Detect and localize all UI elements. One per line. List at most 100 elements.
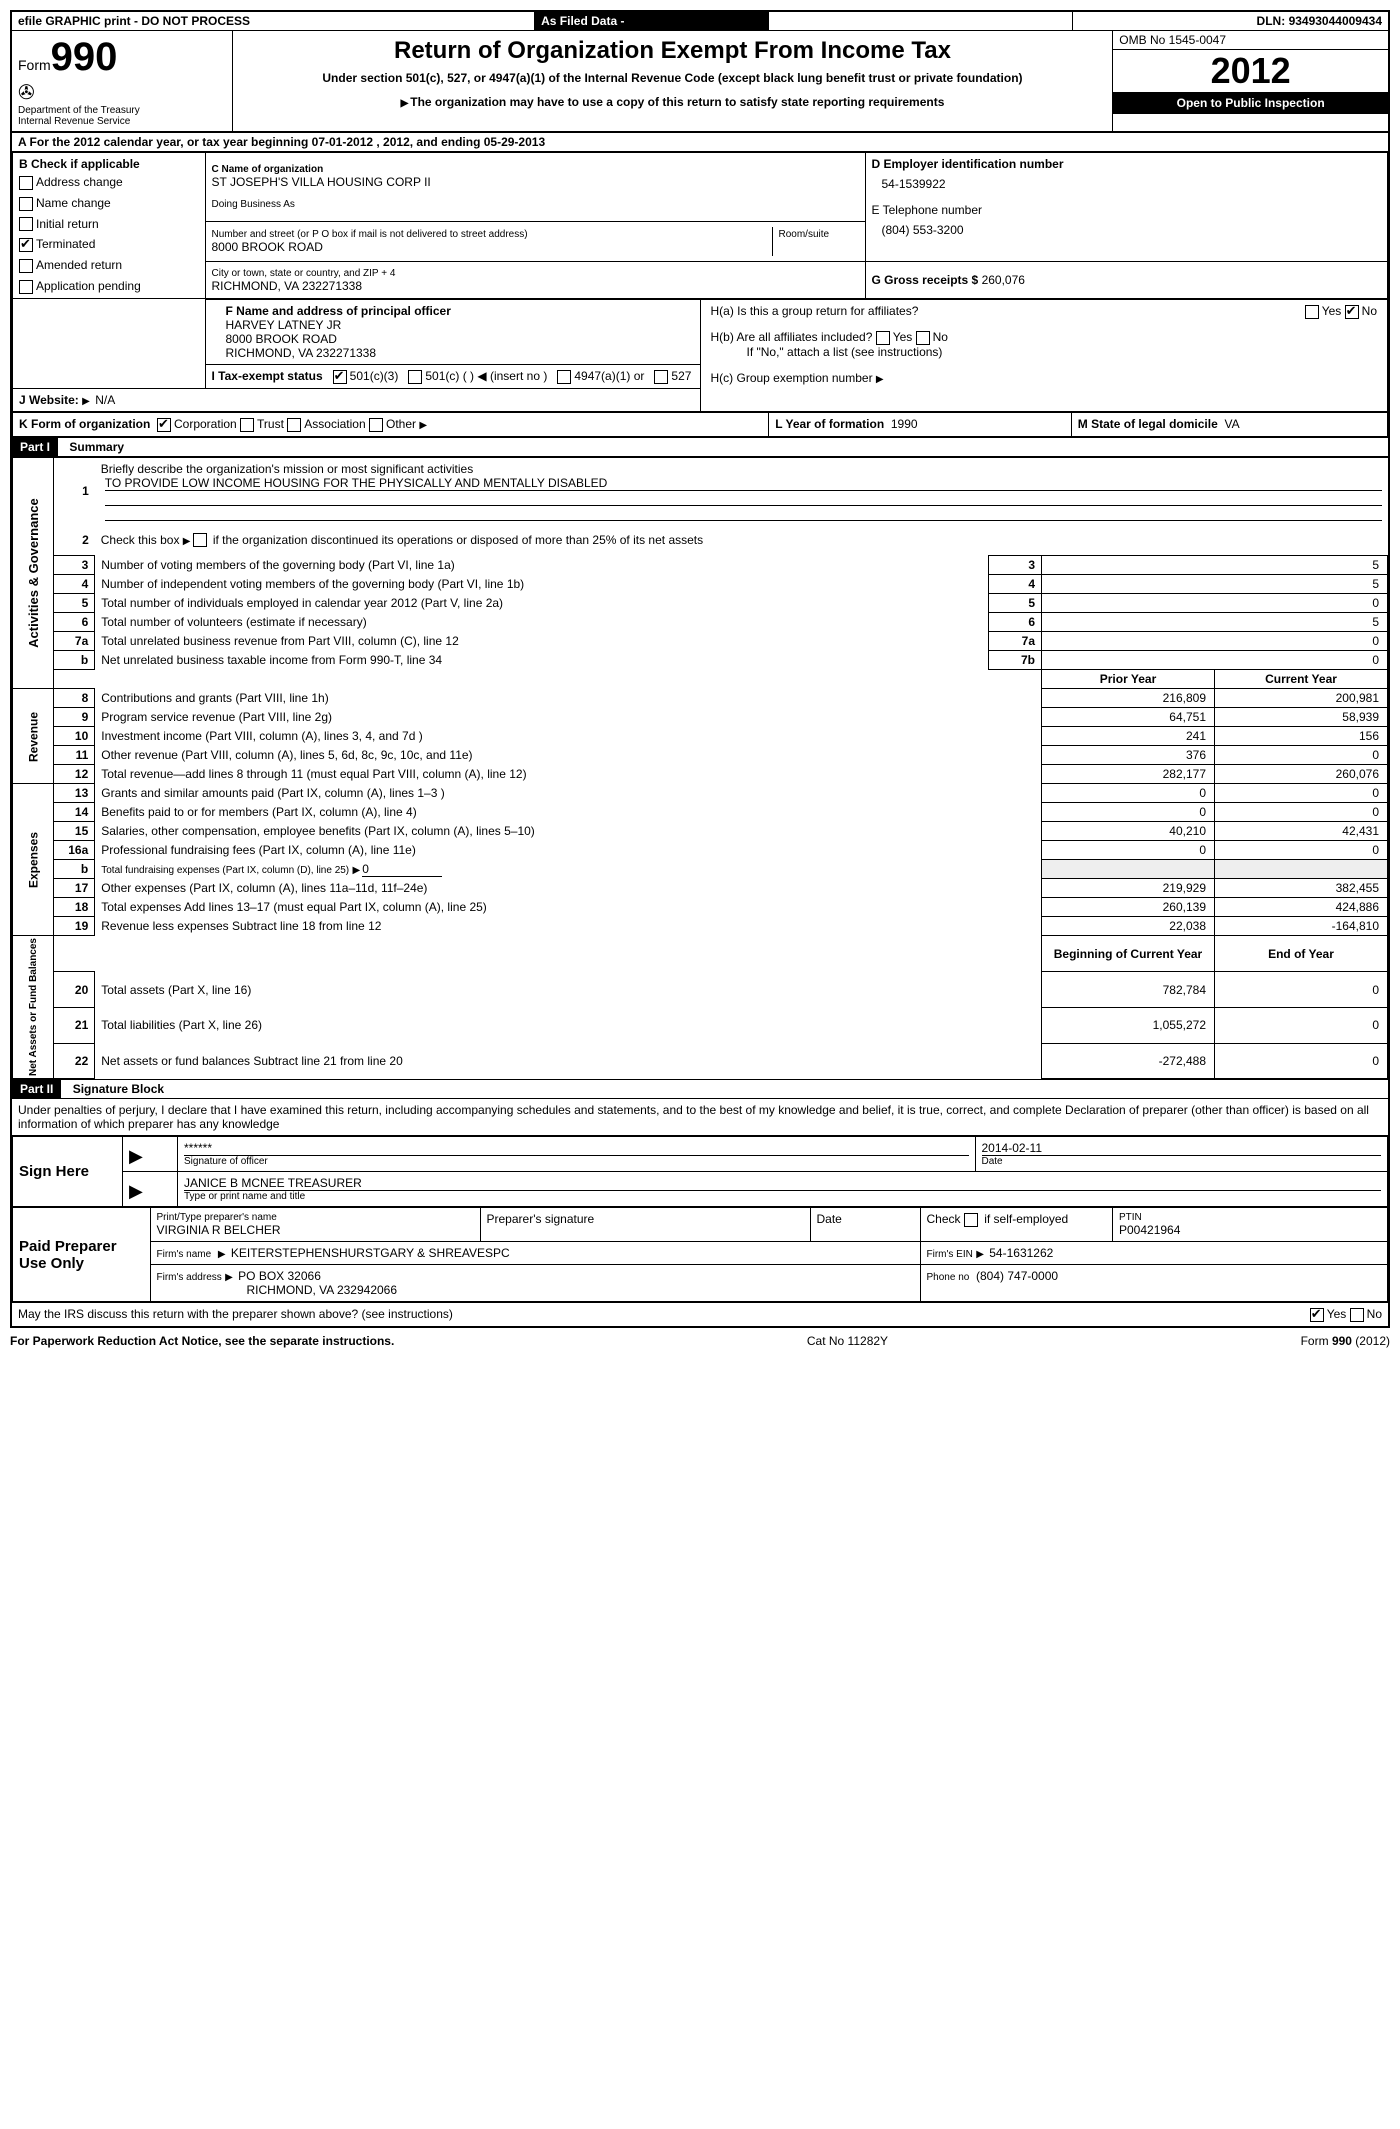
firm-addr-cell: Firm's address PO BOX 32066 RICHMOND, VA… bbox=[150, 1265, 920, 1302]
state-domicile: VA bbox=[1224, 417, 1239, 431]
ptin-cell: PTIN P00421964 bbox=[1113, 1208, 1388, 1242]
section-c-name: C Name of organization ST JOSEPH'S VILLA… bbox=[205, 153, 865, 222]
line5-label: Total number of individuals employed in … bbox=[95, 594, 989, 613]
sig-date-cell: 2014-02-11 Date bbox=[975, 1137, 1388, 1172]
subtitle-1: Under section 501(c), 527, or 4947(a)(1)… bbox=[239, 71, 1107, 85]
form-id-cell: Form990 ✇ Department of the Treasury Int… bbox=[12, 31, 232, 131]
line7a-val: 0 bbox=[1042, 632, 1388, 651]
dln-label: DLN: bbox=[1257, 14, 1286, 28]
chk-4947[interactable] bbox=[557, 370, 571, 384]
sig-officer-cell: ****** Signature of officer bbox=[178, 1137, 976, 1172]
chk-discontinued[interactable] bbox=[193, 533, 207, 547]
chk-discuss-no[interactable] bbox=[1350, 1308, 1364, 1322]
tax-year: 2012 bbox=[1113, 50, 1388, 92]
section-c-city: City or town, state or country, and ZIP … bbox=[205, 262, 865, 299]
dln-value: 93493044009434 bbox=[1289, 14, 1382, 28]
mission: TO PROVIDE LOW INCOME HOUSING FOR THE PH… bbox=[105, 476, 1382, 491]
line3-val: 5 bbox=[1042, 556, 1388, 575]
section-d-e: D Employer identification number 54-1539… bbox=[865, 153, 1388, 262]
vert-net: Net Assets or Fund Balances bbox=[13, 936, 54, 1079]
chk-hb-no[interactable] bbox=[916, 331, 930, 345]
footer-right: Form 990 (2012) bbox=[1301, 1334, 1390, 1348]
part2-hdr: Part II bbox=[12, 1080, 61, 1098]
line8-prior: 216,809 bbox=[1042, 689, 1215, 708]
officer-street: 8000 BROOK ROAD bbox=[226, 332, 694, 346]
chk-initial[interactable] bbox=[19, 217, 33, 231]
chk-ha-yes[interactable] bbox=[1305, 305, 1319, 319]
firm-addr: PO BOX 32066 bbox=[238, 1269, 321, 1283]
line5-val: 0 bbox=[1042, 594, 1388, 613]
form-number: 990 bbox=[51, 35, 118, 79]
line-a: A For the 2012 calendar year, or tax yea… bbox=[11, 132, 1389, 152]
chk-hb-yes[interactable] bbox=[876, 331, 890, 345]
firm-name-cell: Firm's name KEITERSTEPHENSHURSTGARY & SH… bbox=[150, 1242, 920, 1265]
part1-hdr: Part I bbox=[12, 438, 58, 456]
vert-ag: Activities & Governance bbox=[13, 457, 54, 689]
chk-corp[interactable] bbox=[157, 418, 171, 432]
chk-501c3[interactable] bbox=[333, 370, 347, 384]
section-f: F Name and address of principal officer … bbox=[205, 299, 700, 364]
officer-name-cell: JANICE B MCNEE TREASURER Type or print n… bbox=[178, 1172, 1388, 1207]
chk-527[interactable] bbox=[654, 370, 668, 384]
as-filed: As Filed Data - bbox=[535, 11, 769, 31]
prep-sig-label: Preparer's signature bbox=[480, 1208, 810, 1242]
omb-number: OMB No 1545-0047 bbox=[1113, 31, 1388, 50]
year-cell: OMB No 1545-0047 2012 Open to Public Ins… bbox=[1113, 31, 1388, 131]
org-street: 8000 BROOK ROAD bbox=[212, 240, 766, 254]
chk-other[interactable] bbox=[369, 418, 383, 432]
efile-notice: efile GRAPHIC print - DO NOT PROCESS bbox=[11, 11, 535, 31]
preparer-name: VIRGINIA R BELCHER bbox=[157, 1223, 474, 1237]
begin-year-hdr: Beginning of Current Year bbox=[1042, 936, 1215, 972]
website: N/A bbox=[95, 393, 115, 407]
section-l: L Year of formation 1990 bbox=[769, 412, 1072, 436]
section-m: M State of legal domicile VA bbox=[1071, 412, 1387, 436]
return-title: Return of Organization Exempt From Incom… bbox=[239, 37, 1107, 65]
chk-self-employed[interactable] bbox=[964, 1213, 978, 1227]
line8-curr: 200,981 bbox=[1215, 689, 1388, 708]
chk-discuss-yes[interactable] bbox=[1310, 1308, 1324, 1322]
prior-year-hdr: Prior Year bbox=[1042, 670, 1215, 689]
line7b-label: Net unrelated business taxable income fr… bbox=[95, 651, 989, 670]
section-g: G Gross receipts $ 260,076 bbox=[865, 262, 1388, 299]
firm-ein-cell: Firm's EIN 54-1631262 bbox=[920, 1242, 1388, 1265]
line1: Briefly describe the organization's miss… bbox=[95, 457, 1388, 525]
phone: (804) 553-3200 bbox=[872, 217, 1382, 237]
line8-label: Contributions and grants (Part VIII, lin… bbox=[95, 689, 1042, 708]
firm-ein: 54-1631262 bbox=[989, 1246, 1053, 1260]
chk-501c[interactable] bbox=[408, 370, 422, 384]
chk-name[interactable] bbox=[19, 197, 33, 211]
chk-application[interactable] bbox=[19, 280, 33, 294]
footer-mid: Cat No 11282Y bbox=[807, 1334, 888, 1348]
sig-date: 2014-02-11 bbox=[982, 1141, 1382, 1155]
firm-phone-cell: Phone no (804) 747-0000 bbox=[920, 1265, 1388, 1302]
footer-left: For Paperwork Reduction Act Notice, see … bbox=[10, 1334, 394, 1348]
line16b: Total fundraising expenses (Part IX, col… bbox=[95, 860, 1042, 879]
irs-label: Internal Revenue Service bbox=[18, 116, 226, 127]
section-i: I Tax-exempt status 501(c)(3) 501(c) ( )… bbox=[205, 364, 700, 388]
chk-terminated[interactable] bbox=[19, 238, 33, 252]
section-j: J Website: N/A bbox=[13, 388, 701, 411]
open-public: Open to Public Inspection bbox=[1113, 92, 1388, 114]
chk-assoc[interactable] bbox=[287, 418, 301, 432]
chk-address[interactable] bbox=[19, 176, 33, 190]
line6-label: Total number of volunteers (estimate if … bbox=[95, 613, 989, 632]
dept-treasury: Department of the Treasury bbox=[18, 105, 226, 116]
firm-phone: (804) 747-0000 bbox=[976, 1269, 1058, 1283]
footer: For Paperwork Reduction Act Notice, see … bbox=[10, 1328, 1390, 1348]
subtitle-2: The organization may have to use a copy … bbox=[410, 95, 944, 109]
form-990-container: efile GRAPHIC print - DO NOT PROCESS As … bbox=[10, 10, 1390, 1328]
title-cell: Return of Organization Exempt From Incom… bbox=[232, 31, 1113, 131]
line2: Check this box if the organization disco… bbox=[95, 525, 1388, 556]
chk-amended[interactable] bbox=[19, 259, 33, 273]
vert-revenue: Revenue bbox=[13, 689, 54, 784]
chk-ha-no[interactable] bbox=[1345, 305, 1359, 319]
gross-receipts: 260,076 bbox=[982, 273, 1025, 287]
line7b-val: 0 bbox=[1042, 651, 1388, 670]
chk-trust[interactable] bbox=[240, 418, 254, 432]
perjury-text: Under penalties of perjury, I declare th… bbox=[11, 1099, 1389, 1136]
sign-here: Sign Here bbox=[13, 1137, 123, 1207]
discuss-row: May the IRS discuss this return with the… bbox=[11, 1303, 1389, 1327]
section-h: H(a) Is this a group return for affiliat… bbox=[700, 299, 1388, 411]
current-year-hdr: Current Year bbox=[1215, 670, 1388, 689]
officer-name: HARVEY LATNEY JR bbox=[226, 318, 694, 332]
